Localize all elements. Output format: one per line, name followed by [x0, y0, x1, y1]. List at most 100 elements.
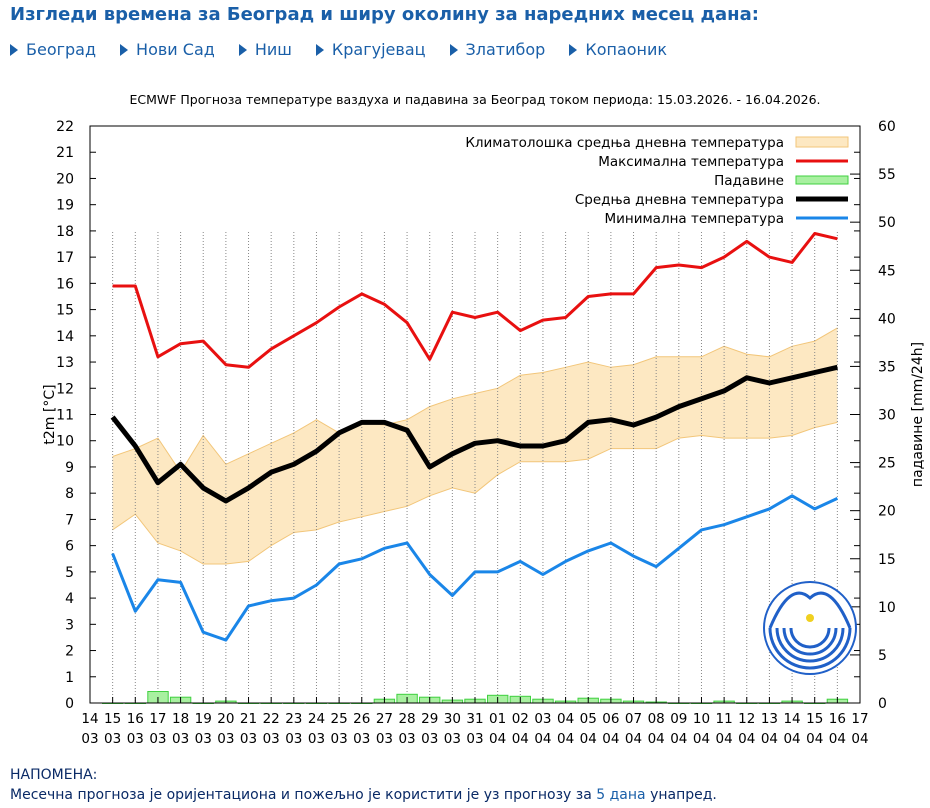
y-tick-label: 13 — [56, 355, 74, 371]
y-axis-label: t2m [°C] — [42, 384, 58, 444]
x-tick-label-day: 14 — [81, 711, 98, 727]
nav-link-kopaonik[interactable]: Копаоник — [569, 40, 667, 59]
x-tick-label-month: 04 — [648, 731, 665, 747]
x-tick-label-month: 03 — [195, 731, 212, 747]
x-tick-label-month: 03 — [376, 731, 393, 747]
y-tick-label: 7 — [65, 512, 74, 528]
x-tick-label-day: 27 — [376, 711, 393, 727]
y-tick-label: 15 — [56, 303, 74, 319]
x-tick-label-month: 03 — [421, 731, 438, 747]
x-tick-label-month: 03 — [466, 731, 483, 747]
nav-link-kragujevac[interactable]: Крагујевац — [315, 40, 426, 59]
y-tick-label: 6 — [65, 539, 74, 555]
legend-label: Максимална температура — [598, 154, 784, 170]
x-tick-label-month: 04 — [829, 731, 846, 747]
x-tick-label-month: 04 — [512, 731, 529, 747]
logo-wave — [775, 627, 845, 663]
x-tick-label-month: 04 — [670, 731, 687, 747]
x-tick-label-day: 16 — [127, 711, 144, 727]
x-tick-label-month: 03 — [127, 731, 144, 747]
nav-link-label: Београд — [26, 40, 97, 59]
logo-cloud — [768, 591, 852, 629]
x-tick-label-month: 04 — [738, 731, 755, 747]
y-tick-label: 10 — [56, 434, 74, 450]
x-tick-label-day: 14 — [783, 711, 800, 727]
page-title: Изгледи времена за Београд и ширу околин… — [10, 4, 759, 25]
x-tick-label-month: 03 — [172, 731, 189, 747]
x-tick-label-month: 03 — [81, 731, 98, 747]
x-tick-label-day: 22 — [263, 711, 280, 727]
legend-label: Падавине — [714, 173, 784, 189]
note: НАПОМЕНА: Месечна прогноза је оријентаци… — [10, 765, 717, 805]
arrow-right-icon — [120, 43, 129, 56]
y-tick-label: 20 — [56, 171, 74, 187]
x-tick-label-month: 03 — [149, 731, 166, 747]
x-tick-label-month: 04 — [851, 731, 868, 747]
nav-link-novi-sad[interactable]: Нови Сад — [120, 40, 215, 59]
x-tick-label-day: 24 — [308, 711, 325, 727]
x-tick-label-day: 25 — [331, 711, 348, 727]
x-tick-label-day: 18 — [172, 711, 189, 727]
x-tick-label-month: 04 — [580, 731, 597, 747]
x-tick-label-day: 15 — [104, 711, 121, 727]
nav-link-label: Копаоник — [585, 40, 668, 59]
x-tick-label-day: 17 — [149, 711, 166, 727]
y2-tick-label: 45 — [878, 263, 896, 279]
logo-wave — [789, 627, 831, 649]
x-tick-label-month: 03 — [104, 731, 121, 747]
x-tick-label-day: 29 — [421, 711, 438, 727]
x-tick-label-day: 07 — [625, 711, 642, 727]
chart-title: ECMWF Прогноза температуре ваздуха и пад… — [129, 92, 820, 107]
x-tick-label-day: 08 — [648, 711, 665, 727]
x-tick-label-day: 20 — [217, 711, 234, 727]
x-tick-label-month: 03 — [398, 731, 415, 747]
y-tick-label: 2 — [65, 644, 74, 660]
x-tick-label-day: 09 — [670, 711, 687, 727]
y-tick-label: 1 — [65, 670, 74, 686]
y2-tick-label: 25 — [878, 456, 896, 472]
y2-tick-label: 30 — [878, 408, 896, 424]
x-tick-label-day: 31 — [466, 711, 483, 727]
x-tick-label-day: 06 — [602, 711, 619, 727]
arrow-right-icon — [449, 43, 458, 56]
x-tick-label-month: 03 — [263, 731, 280, 747]
x-tick-label-day: 10 — [693, 711, 710, 727]
x-tick-label-day: 15 — [806, 711, 823, 727]
x-tick-label-day: 19 — [195, 711, 212, 727]
y-tick-label: 0 — [65, 696, 74, 712]
legend-label: Минимална температура — [604, 211, 784, 227]
climatology-upper-edge — [112, 327, 838, 474]
y2-tick-label: 40 — [878, 311, 896, 327]
y2-tick-label: 35 — [878, 359, 896, 375]
logo-wave — [768, 627, 852, 670]
x-tick-label-month: 04 — [534, 731, 551, 747]
x-tick-label-day: 16 — [829, 711, 846, 727]
x-tick-label-month: 04 — [806, 731, 823, 747]
x-tick-label-day: 30 — [444, 711, 461, 727]
nav-link-zlatibor[interactable]: Златибор — [449, 40, 545, 59]
mean-temp-line — [110, 364, 838, 504]
x-tick-label-month: 03 — [285, 731, 302, 747]
y2-tick-label: 10 — [878, 600, 896, 616]
forecast-chart: ECMWF Прогноза температуре ваздуха и пад… — [42, 92, 926, 747]
y-tick-label: 8 — [65, 486, 74, 502]
nav-link-beograd[interactable]: Београд — [10, 40, 96, 59]
y-tick-label: 3 — [65, 617, 74, 633]
sun-icon — [806, 614, 814, 622]
rhmz-logo — [763, 581, 857, 675]
legend-swatch-climatology — [795, 136, 849, 148]
x-tick-label-day: 05 — [580, 711, 597, 727]
x-tick-label-day: 12 — [738, 711, 755, 727]
y-tick-label: 12 — [56, 381, 74, 397]
note-text-before: Месечна прогноза је оријентациона и поже… — [10, 787, 597, 803]
x-tick-label-month: 03 — [308, 731, 325, 747]
x-tick-label-day: 23 — [285, 711, 302, 727]
x-tick-label-day: 17 — [851, 711, 868, 727]
x-tick-label-day: 01 — [489, 711, 506, 727]
y-tick-label: 16 — [56, 276, 74, 292]
x-tick-label-month: 03 — [444, 731, 461, 747]
five-day-forecast-link[interactable]: 5 дана — [596, 787, 646, 803]
nav-link-nis[interactable]: Ниш — [238, 40, 292, 59]
x-tick-label-month: 03 — [217, 731, 234, 747]
y-tick-label: 9 — [65, 460, 74, 476]
